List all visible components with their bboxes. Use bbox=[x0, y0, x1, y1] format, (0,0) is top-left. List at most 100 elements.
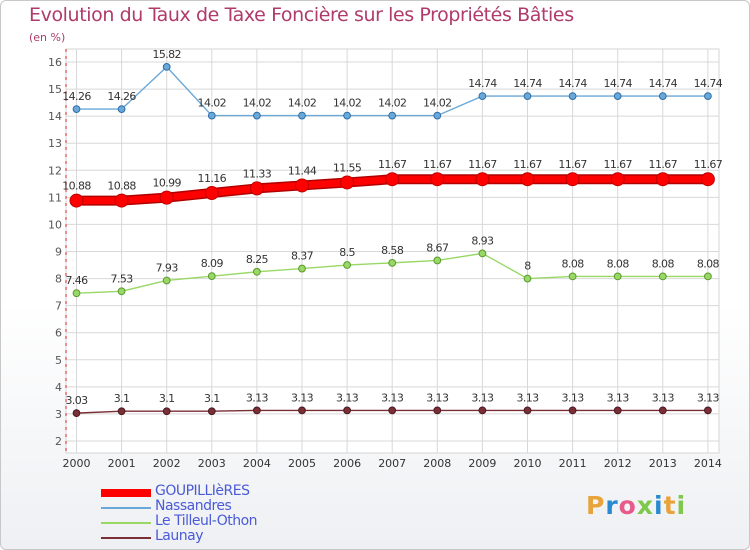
y-tick-label: 15 bbox=[48, 83, 62, 96]
data-label: 8.93 bbox=[471, 234, 494, 247]
y-tick-label: 13 bbox=[48, 137, 62, 150]
data-point bbox=[162, 62, 171, 71]
data-point bbox=[207, 272, 216, 281]
data-label: 3.13 bbox=[516, 391, 539, 404]
logo-letter: P bbox=[586, 491, 606, 520]
data-point bbox=[69, 193, 84, 208]
legend-swatch-goupillieres bbox=[101, 489, 151, 497]
data-point bbox=[433, 111, 442, 120]
data-label: 8.67 bbox=[426, 241, 449, 254]
data-label: 14.02 bbox=[288, 97, 317, 110]
data-point bbox=[523, 274, 532, 283]
data-point bbox=[523, 406, 532, 415]
data-point bbox=[162, 276, 171, 285]
data-label: 11.67 bbox=[603, 158, 632, 171]
data-point bbox=[343, 406, 352, 415]
data-label: 14.26 bbox=[62, 90, 91, 103]
data-label: 3.13 bbox=[697, 391, 720, 404]
logo-letter: i bbox=[676, 491, 687, 520]
y-tick-label: 4 bbox=[55, 381, 62, 394]
data-point bbox=[253, 406, 261, 415]
data-point bbox=[475, 172, 490, 187]
data-label: 8.08 bbox=[652, 257, 675, 270]
y-tick-label: 7 bbox=[55, 300, 62, 313]
data-point bbox=[433, 406, 442, 415]
data-point bbox=[295, 178, 309, 193]
data-point bbox=[207, 111, 216, 120]
data-label: 11.55 bbox=[333, 161, 362, 174]
data-label: 14.02 bbox=[378, 97, 407, 110]
data-point bbox=[207, 407, 216, 416]
x-tick-label: 2009 bbox=[468, 457, 496, 470]
logo-letter: t bbox=[663, 491, 677, 520]
logo-letter: i bbox=[654, 491, 664, 520]
y-tick-label: 16 bbox=[48, 56, 62, 69]
data-point bbox=[430, 172, 445, 187]
data-point bbox=[658, 406, 667, 415]
legend-swatch-launay bbox=[101, 537, 151, 539]
y-tick-label: 9 bbox=[55, 246, 62, 259]
data-point bbox=[253, 111, 261, 120]
data-label: 14.02 bbox=[243, 97, 272, 110]
data-point bbox=[613, 406, 622, 415]
data-label: 14.74 bbox=[468, 77, 497, 90]
data-label: 11.67 bbox=[649, 158, 678, 171]
data-point bbox=[610, 172, 625, 187]
data-point bbox=[343, 111, 352, 120]
y-tick-label: 8 bbox=[55, 273, 62, 286]
data-label: 14.26 bbox=[107, 90, 136, 103]
data-point bbox=[520, 172, 535, 187]
data-label: 3.1 bbox=[114, 392, 130, 405]
data-label: 10.88 bbox=[107, 180, 136, 193]
data-label: 11.33 bbox=[243, 167, 272, 180]
x-tick-label: 2010 bbox=[514, 457, 542, 470]
legend-label-le-tilleul-othon: Le Tilleul-Othon bbox=[155, 513, 258, 529]
data-label: 8 bbox=[524, 260, 531, 273]
y-tick-label: 14 bbox=[48, 110, 62, 123]
data-label: 11.67 bbox=[378, 158, 407, 171]
data-label: 11.67 bbox=[694, 158, 723, 171]
data-label: 11.67 bbox=[558, 158, 587, 171]
x-tick-label: 2013 bbox=[649, 457, 677, 470]
data-label: 7.93 bbox=[156, 261, 179, 274]
y-tick-label: 5 bbox=[55, 354, 62, 367]
data-point bbox=[388, 406, 397, 415]
data-point bbox=[117, 407, 126, 416]
data-point bbox=[117, 287, 126, 296]
data-point bbox=[72, 409, 81, 418]
data-label: 3.13 bbox=[246, 391, 269, 404]
data-point bbox=[159, 190, 174, 205]
data-point bbox=[253, 267, 261, 276]
data-point bbox=[388, 111, 397, 120]
data-label: 11.67 bbox=[468, 158, 497, 171]
y-tick-label: 3 bbox=[55, 408, 62, 421]
y-tick-label: 11 bbox=[48, 191, 62, 204]
data-label: 14.02 bbox=[198, 97, 227, 110]
logo-letter: x bbox=[636, 491, 654, 520]
legend-label-launay: Launay bbox=[155, 528, 204, 544]
x-tick-label: 2007 bbox=[378, 457, 406, 470]
data-label: 8.08 bbox=[562, 257, 585, 270]
data-point bbox=[478, 249, 487, 258]
data-point bbox=[565, 172, 580, 187]
data-point bbox=[117, 105, 126, 114]
data-label: 14.74 bbox=[558, 77, 587, 90]
data-point bbox=[700, 172, 715, 187]
y-axis-unit: (en %) bbox=[29, 31, 66, 44]
x-tick-label: 2005 bbox=[288, 457, 316, 470]
data-point bbox=[388, 258, 397, 267]
legend-item-launay: Launay bbox=[101, 528, 361, 545]
data-label: 14.74 bbox=[603, 77, 632, 90]
y-tick-label: 2 bbox=[55, 435, 62, 448]
data-label: 8.5 bbox=[339, 246, 355, 259]
data-label: 3.13 bbox=[381, 391, 404, 404]
data-point bbox=[704, 272, 712, 281]
proxiti-logo: Proxiti bbox=[586, 491, 686, 520]
data-point bbox=[658, 272, 667, 281]
data-label: 3.03 bbox=[65, 394, 88, 407]
data-point bbox=[343, 261, 352, 269]
data-point bbox=[568, 272, 577, 281]
y-tick-label: 6 bbox=[55, 327, 62, 340]
data-point bbox=[249, 181, 264, 196]
